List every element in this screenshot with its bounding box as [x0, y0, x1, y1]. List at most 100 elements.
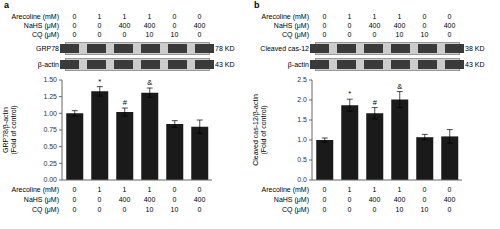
svg-text:0.00: 0.00: [43, 176, 57, 182]
html-text:10: 10: [420, 31, 429, 38]
html-text:1: 1: [97, 13, 102, 20]
html-text:0: 0: [97, 206, 102, 213]
html-text:0: 0: [197, 186, 202, 193]
html-text:400: 400: [193, 196, 206, 203]
html-text:CQ (μM): CQ (μM): [282, 206, 309, 213]
html-text:10: 10: [395, 206, 404, 213]
html-text:0: 0: [122, 206, 127, 213]
html-text:0: 0: [347, 22, 352, 29]
html-text:10: 10: [145, 206, 154, 213]
html-text:NaHS (μM): NaHS (μM): [273, 196, 309, 203]
svg-text:*: *: [98, 77, 101, 86]
html-text:43 KD: 43 KD: [465, 61, 485, 68]
html-text:400: 400: [443, 22, 456, 29]
svg-text:1.5: 1.5: [297, 116, 307, 123]
html-text:0: 0: [197, 13, 202, 20]
html-text:0: 0: [422, 13, 427, 20]
html-text:β-actin: β-actin: [37, 61, 59, 68]
html-text:(Fold of control): (Fold of control): [10, 105, 17, 155]
svg-text:2.5: 2.5: [297, 76, 307, 83]
svg-text:1.50: 1.50: [43, 76, 57, 83]
html-text:1: 1: [347, 13, 352, 20]
html-text:10: 10: [170, 31, 179, 38]
html-text:400: 400: [143, 196, 156, 203]
html-text:0: 0: [72, 186, 77, 193]
html-text:400: 400: [368, 22, 381, 29]
html-text:GRP78: GRP78: [36, 45, 59, 52]
html-text:0: 0: [322, 22, 327, 29]
html-text:0: 0: [172, 13, 177, 20]
html-text:400: 400: [393, 22, 406, 29]
svg-text:&: &: [397, 82, 402, 91]
html-text:0: 0: [97, 196, 102, 203]
html-text:(Fold of control): (Fold of control): [260, 105, 267, 155]
html-text:1: 1: [147, 13, 152, 20]
html-text:400: 400: [143, 22, 156, 29]
svg-text:0.0: 0.0: [297, 176, 307, 182]
html-text:400: 400: [368, 196, 381, 203]
html-text:CQ (μM): CQ (μM): [32, 206, 59, 213]
html-text:0: 0: [72, 196, 77, 203]
html-text:0: 0: [422, 22, 427, 29]
html-text:10: 10: [145, 31, 154, 38]
html-text:0: 0: [122, 31, 127, 38]
html-text:1: 1: [122, 13, 127, 20]
svg-text:1.25: 1.25: [43, 93, 57, 100]
html-text:1: 1: [147, 186, 152, 193]
html-text:Cleaved cas-12: Cleaved cas-12: [260, 45, 309, 52]
html-text:38 KD: 38 KD: [465, 45, 485, 52]
svg-text:0.25: 0.25: [43, 160, 57, 167]
html-text:NaHS (μM): NaHS (μM): [23, 196, 59, 203]
svg-text:1.0: 1.0: [297, 136, 307, 143]
html-text:400: 400: [393, 196, 406, 203]
svg-text:#: #: [123, 98, 128, 107]
html-text:0: 0: [72, 22, 77, 29]
html-text:10: 10: [420, 206, 429, 213]
html-text:400: 400: [118, 196, 131, 203]
svg-text:#: #: [373, 98, 378, 107]
html-text:Arecoline (mM): Arecoline (mM): [11, 13, 59, 20]
html-text:NaHS (μM): NaHS (μM): [273, 22, 309, 29]
html-text:0: 0: [322, 13, 327, 20]
html-text:400: 400: [118, 22, 131, 29]
html-text:400: 400: [193, 22, 206, 29]
html-text:CQ (μM): CQ (μM): [32, 31, 59, 38]
html-text:β-actin: β-actin: [287, 61, 309, 68]
html-text:Arecoline (mM): Arecoline (mM): [261, 186, 309, 193]
svg-text:2.0: 2.0: [297, 96, 307, 103]
html-text:0: 0: [197, 206, 202, 213]
html-text:Cleaved cas-12/β-actin: Cleaved cas-12/β-actin: [252, 94, 259, 166]
html-text:0: 0: [72, 13, 77, 20]
svg-text:&: &: [147, 78, 152, 87]
html-text:Arecoline (mM): Arecoline (mM): [11, 186, 59, 193]
html-text:0: 0: [172, 22, 177, 29]
html-text:78 KD: 78 KD: [215, 45, 235, 52]
html-text:NaHS (μM): NaHS (μM): [23, 22, 59, 29]
html-text:0: 0: [447, 13, 452, 20]
html-text:GRP78/β-actin: GRP78/β-actin: [2, 107, 9, 153]
html-text:0: 0: [172, 196, 177, 203]
html-text:10: 10: [395, 31, 404, 38]
svg-text:0.5: 0.5: [297, 156, 307, 163]
svg-text:0.75: 0.75: [43, 126, 57, 133]
html-text:1: 1: [397, 13, 402, 20]
html-text:0: 0: [197, 31, 202, 38]
html-text:CQ (μM): CQ (μM): [282, 31, 309, 38]
html-text:a: a: [4, 0, 9, 10]
html-text:b: b: [254, 0, 260, 10]
html-text:Arecoline (mM): Arecoline (mM): [261, 13, 309, 20]
svg-text:*: *: [348, 89, 351, 98]
html-text:43 KD: 43 KD: [215, 61, 235, 68]
svg-text:0.50: 0.50: [43, 143, 57, 150]
html-text:0: 0: [97, 22, 102, 29]
svg-text:1.00: 1.00: [43, 110, 57, 117]
html-text:1: 1: [122, 186, 127, 193]
html-text:0: 0: [72, 206, 77, 213]
html-text:0: 0: [172, 186, 177, 193]
html-text:0: 0: [72, 31, 77, 38]
html-text:10: 10: [170, 206, 179, 213]
html-text:1: 1: [372, 13, 377, 20]
html-text:0: 0: [97, 31, 102, 38]
html-text:1: 1: [97, 186, 102, 193]
html-text:400: 400: [443, 196, 456, 203]
